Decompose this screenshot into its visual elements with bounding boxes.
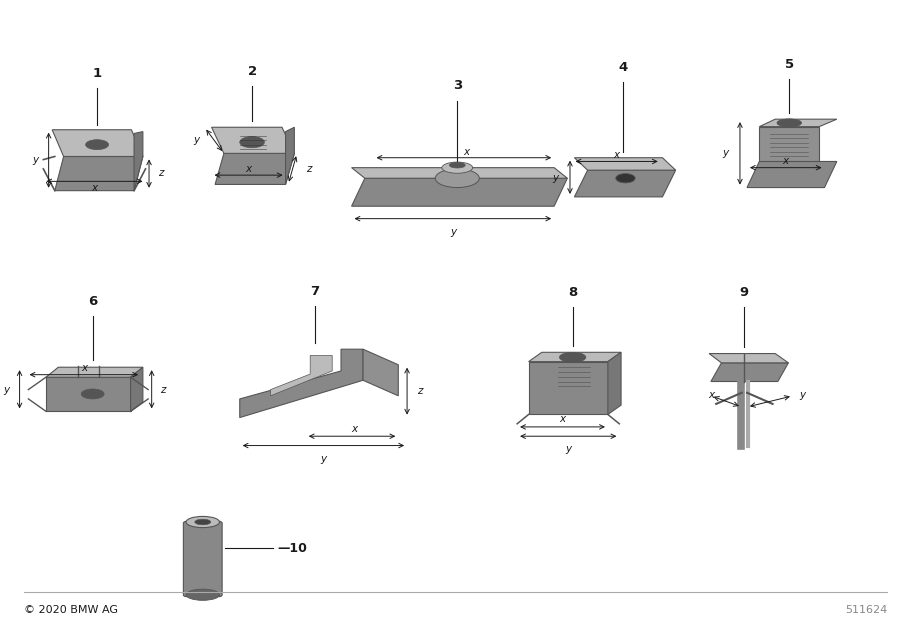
Text: z: z	[158, 168, 163, 178]
Text: y: y	[194, 135, 199, 145]
Text: 4: 4	[618, 60, 627, 74]
Polygon shape	[130, 367, 143, 411]
Polygon shape	[52, 130, 143, 156]
Text: 2: 2	[248, 65, 256, 78]
Text: y: y	[723, 149, 728, 158]
Ellipse shape	[560, 352, 586, 362]
Ellipse shape	[186, 517, 220, 527]
Polygon shape	[363, 349, 399, 396]
Ellipse shape	[436, 169, 480, 188]
Ellipse shape	[86, 140, 109, 150]
Text: 511624: 511624	[845, 605, 887, 616]
Ellipse shape	[194, 519, 211, 525]
Text: 7: 7	[310, 285, 320, 297]
Text: z: z	[306, 164, 311, 174]
Polygon shape	[46, 377, 130, 411]
Ellipse shape	[239, 137, 265, 148]
Ellipse shape	[81, 389, 104, 399]
Text: z: z	[160, 384, 166, 394]
Text: x: x	[708, 389, 715, 399]
Text: y: y	[799, 389, 806, 399]
Ellipse shape	[186, 589, 220, 600]
Text: x: x	[81, 364, 87, 374]
Polygon shape	[709, 353, 788, 363]
Ellipse shape	[449, 163, 465, 168]
Polygon shape	[271, 355, 332, 396]
Text: 6: 6	[88, 295, 97, 308]
Text: y: y	[565, 444, 572, 454]
Ellipse shape	[777, 119, 802, 127]
Polygon shape	[528, 362, 608, 415]
Text: z: z	[417, 386, 422, 396]
Polygon shape	[760, 119, 837, 127]
Text: x: x	[246, 164, 252, 174]
Polygon shape	[134, 132, 143, 191]
Polygon shape	[528, 352, 621, 362]
FancyBboxPatch shape	[184, 522, 222, 597]
Ellipse shape	[442, 162, 472, 173]
Text: y: y	[320, 454, 327, 464]
Polygon shape	[239, 349, 363, 418]
Polygon shape	[574, 170, 676, 197]
Text: y: y	[3, 384, 9, 394]
Text: x: x	[351, 424, 357, 434]
Text: y: y	[32, 155, 38, 165]
Text: x: x	[463, 147, 469, 156]
Polygon shape	[352, 178, 567, 206]
Text: 8: 8	[568, 286, 577, 299]
Text: x: x	[559, 415, 565, 425]
Text: 9: 9	[740, 286, 749, 299]
Text: 5: 5	[785, 58, 794, 71]
Text: y: y	[553, 173, 559, 183]
Text: x: x	[614, 149, 620, 159]
Text: © 2020 BMW AG: © 2020 BMW AG	[24, 605, 118, 616]
Polygon shape	[215, 153, 294, 185]
Text: 3: 3	[453, 79, 462, 93]
Polygon shape	[352, 168, 567, 178]
Polygon shape	[747, 161, 837, 188]
Polygon shape	[711, 363, 788, 382]
Text: y: y	[450, 227, 456, 237]
Polygon shape	[285, 127, 294, 185]
Text: 1: 1	[93, 67, 102, 80]
Text: x: x	[92, 183, 97, 193]
Polygon shape	[55, 156, 143, 191]
Polygon shape	[608, 352, 621, 415]
Polygon shape	[46, 367, 143, 377]
Text: —10: —10	[277, 542, 308, 554]
Polygon shape	[760, 127, 819, 161]
Polygon shape	[574, 158, 676, 170]
Text: x: x	[783, 156, 788, 166]
Polygon shape	[212, 127, 294, 153]
Ellipse shape	[616, 174, 635, 183]
